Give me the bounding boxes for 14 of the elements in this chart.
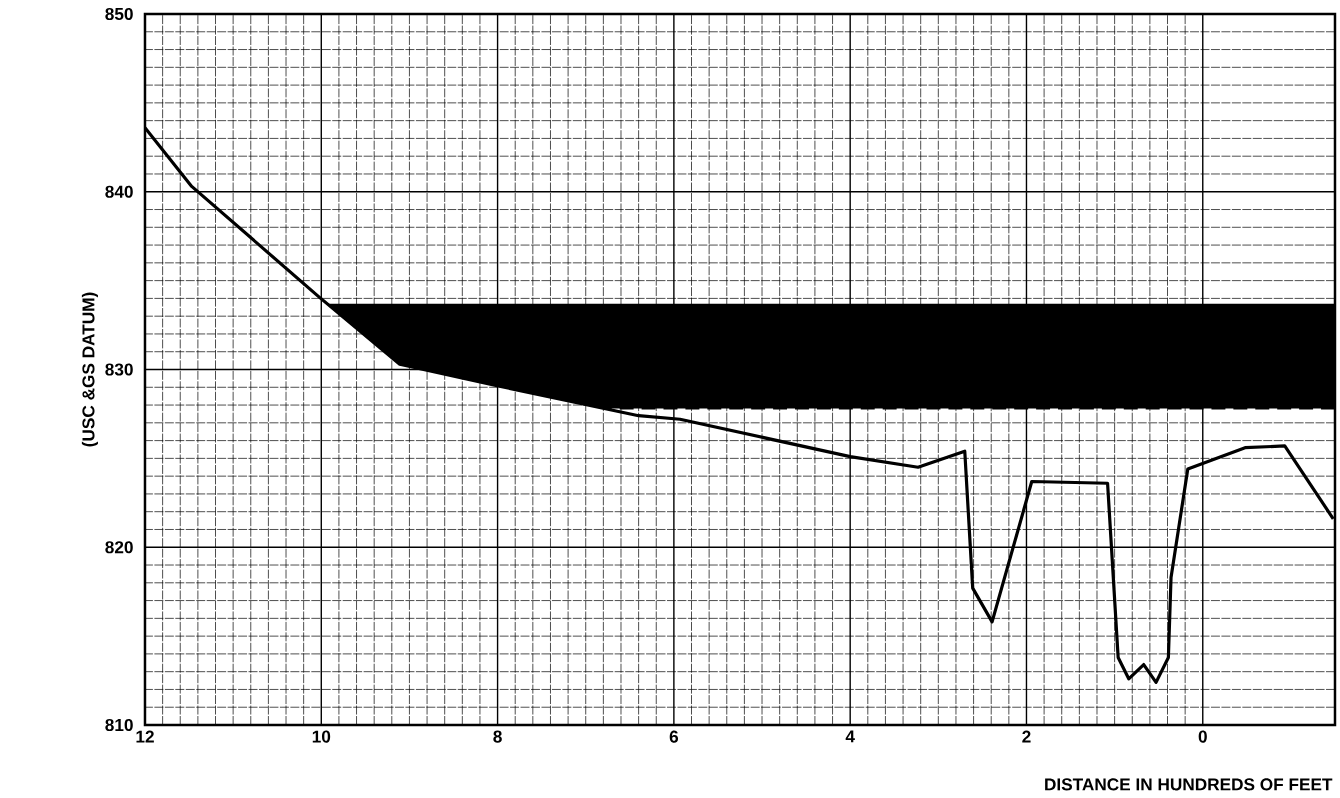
y-tick-label: 850: [105, 7, 133, 21]
x-tick-label: 12: [136, 730, 154, 743]
y-tick-label: 840: [105, 185, 133, 198]
x-tick-label: 2: [1022, 730, 1031, 743]
x-tick-label: 4: [845, 730, 855, 743]
x-axis-title: DISTANCE IN HUNDREDS OF FEET: [1045, 778, 1333, 791]
x-tick-label: 8: [493, 730, 502, 743]
x-tick-label: 0: [1198, 730, 1207, 743]
y-tick-label: 810: [105, 718, 133, 732]
y-axis-title: (USC &GS DATUM): [81, 292, 98, 447]
x-tick-label: 6: [669, 730, 679, 743]
y-tick-label: 830: [105, 363, 133, 376]
x-tick-label: 10: [312, 730, 331, 743]
y-tick-label: 820: [105, 541, 133, 554]
